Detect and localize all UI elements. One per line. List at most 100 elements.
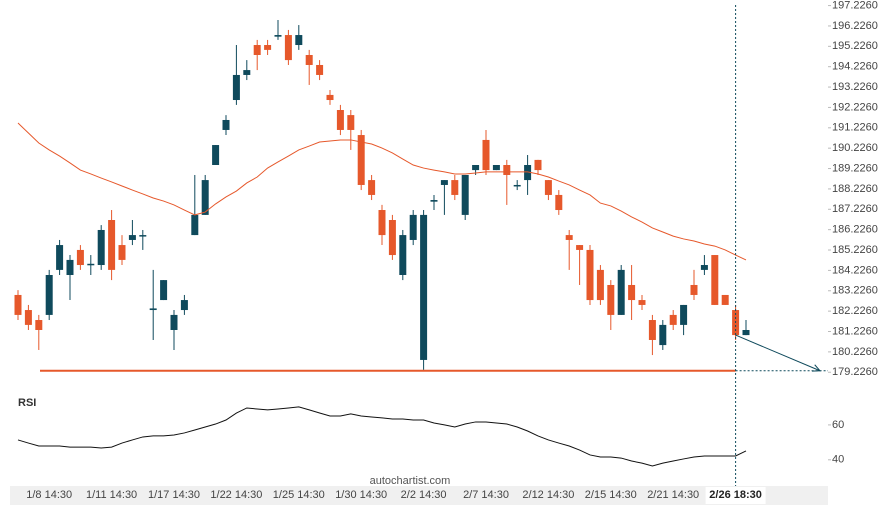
- candle-body: [274, 35, 282, 37]
- y-tick-label: 194.2260: [832, 61, 878, 73]
- x-tick-label: 1/8 14:30: [26, 489, 72, 501]
- candle-body: [149, 308, 157, 311]
- candle-body: [565, 235, 573, 240]
- candle-body: [607, 284, 615, 315]
- moving-average: [17, 122, 747, 261]
- candle-body: [326, 94, 334, 101]
- candle-body: [128, 235, 136, 240]
- candle-body: [87, 263, 95, 266]
- candle-body: [482, 139, 490, 171]
- y-tick-label: 186.2260: [832, 224, 878, 236]
- candle-body: [24, 310, 32, 325]
- y-tick-label: 195.2260: [832, 40, 878, 52]
- candle-body: [14, 294, 22, 315]
- candle-body: [56, 245, 64, 270]
- candle-body: [669, 314, 677, 325]
- rsi-line: [17, 406, 747, 467]
- candle-body: [576, 245, 584, 250]
- y-tick-label: 190.2260: [832, 142, 878, 154]
- forecast-arrow: [735, 334, 821, 372]
- candle-body: [513, 184, 521, 187]
- x-tick-label: 1/30 14:30: [335, 489, 387, 501]
- candle-body: [295, 35, 303, 46]
- candle-body: [638, 300, 646, 305]
- y-tick-label: 187.2260: [832, 203, 878, 215]
- candle-body: [160, 280, 168, 301]
- x-tick-label: 2/15 14:30: [585, 489, 637, 501]
- x-tick-label: 2/12 14:30: [522, 489, 574, 501]
- candle-body: [305, 55, 313, 65]
- candle-body: [586, 249, 594, 301]
- candle-body: [212, 145, 220, 165]
- candle-body: [191, 214, 199, 236]
- candle-body: [430, 200, 438, 202]
- y-tick-label: 193.2260: [832, 81, 878, 93]
- candle-body: [264, 45, 272, 50]
- candle-body: [711, 255, 719, 305]
- x-tick-label: 1/25 14:30: [273, 489, 325, 501]
- candle-body: [97, 229, 105, 266]
- candle-body: [742, 330, 750, 336]
- candle-body: [45, 275, 53, 315]
- candle-body: [617, 269, 625, 315]
- source: autochartist.com: [370, 475, 451, 487]
- current-label-bg: [705, 487, 766, 504]
- candle-body: [690, 284, 698, 295]
- candle-body: [222, 119, 230, 130]
- x-axis-band: [10, 486, 828, 505]
- candle-body: [451, 180, 459, 195]
- candle-body: [347, 115, 355, 130]
- y-tick-label: 184.2260: [832, 264, 878, 276]
- candle-body: [648, 320, 656, 340]
- candle-body: [232, 74, 240, 101]
- candle-body: [170, 314, 178, 330]
- candle-body: [659, 324, 667, 346]
- candle-body: [409, 214, 417, 240]
- candle-body: [253, 45, 261, 55]
- candle-body: [680, 304, 688, 325]
- candle-body: [243, 70, 251, 75]
- candle-body: [76, 249, 84, 266]
- candle-body: [108, 220, 116, 270]
- candle-body: [180, 300, 188, 311]
- x-tick-label: 1/17 14:30: [148, 489, 200, 501]
- x-tick-label: 2/21 14:30: [647, 489, 699, 501]
- candle-body: [555, 194, 563, 211]
- candle-body: [201, 180, 209, 215]
- y-tick-label: 182.2260: [832, 305, 878, 317]
- candle-body: [628, 284, 636, 301]
- candle-body: [357, 135, 365, 185]
- y-tick-label: 181.2260: [832, 325, 878, 337]
- rsi-tick-label: 60: [832, 419, 844, 431]
- candle-body: [503, 165, 511, 175]
- candle-body: [118, 245, 126, 260]
- x-tick-label: 1/22 14:30: [210, 489, 262, 501]
- candle-body: [316, 64, 324, 75]
- x-tick-label: 1/11 14:30: [86, 489, 137, 501]
- x-tick-label: 2/26 18:30: [709, 489, 762, 501]
- x-tick-label: 2/7 14:30: [463, 489, 509, 501]
- y-tick-label: 192.2260: [832, 101, 878, 113]
- candle-body: [139, 235, 147, 237]
- y-tick-label: 183.2260: [832, 285, 878, 297]
- y-tick-label: 189.2260: [832, 162, 878, 174]
- candle-body: [440, 180, 448, 185]
- x-tick-label: 2/2 14:30: [401, 489, 447, 501]
- candle-body: [284, 35, 292, 61]
- candle-body: [461, 174, 469, 215]
- candle-body: [492, 165, 500, 171]
- forecast-arrow-head: [811, 364, 822, 372]
- rsi-title: RSI: [18, 397, 36, 409]
- candle-body: [368, 180, 376, 195]
- y-tick-label: 197.2260: [832, 0, 878, 11]
- candle-body: [534, 159, 542, 171]
- y-tick-label: 185.2260: [832, 244, 878, 256]
- y-tick-label: 179.2260: [832, 366, 878, 378]
- y-tick-label: 188.2260: [832, 183, 878, 195]
- y-tick-label: 180.2260: [832, 346, 878, 358]
- candle-body: [472, 165, 480, 171]
- rsi-tick-label: 40: [832, 454, 844, 466]
- candle-body: [721, 294, 729, 305]
- candle-body: [388, 220, 396, 256]
